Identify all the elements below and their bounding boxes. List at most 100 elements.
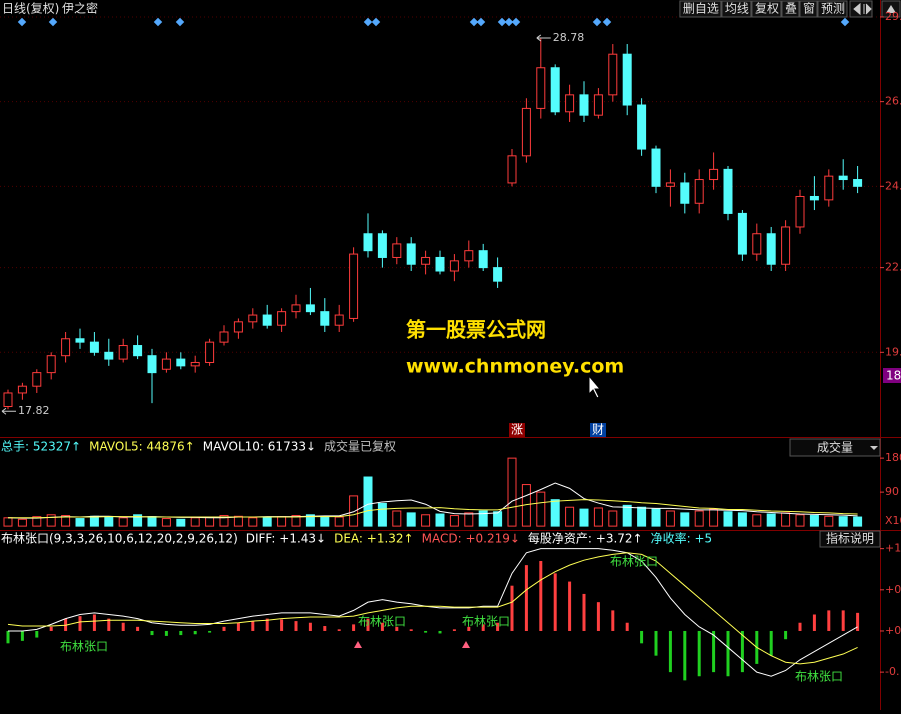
signal-diamond	[363, 17, 373, 27]
volume-bar	[320, 515, 330, 527]
unit-label: X10	[885, 514, 901, 527]
annotation: 布林张口	[462, 615, 510, 629]
volume-bar	[809, 515, 819, 527]
badge-box	[590, 423, 606, 437]
candle-body	[637, 104, 647, 150]
signal-diamond	[469, 17, 479, 27]
indicator-value: DEA: +1.32↑	[334, 532, 414, 546]
mouse-cursor	[588, 374, 602, 399]
volume-bar	[176, 518, 186, 527]
volume-bar	[133, 514, 143, 527]
volume-bar	[291, 515, 301, 527]
volume-bar	[406, 512, 416, 527]
volume-bar	[536, 491, 546, 527]
volume-bar	[752, 514, 762, 527]
scroll-arrow	[886, 5, 896, 13]
indicator-button-label[interactable]: 指标说明	[826, 531, 874, 546]
volume-bar	[478, 510, 488, 527]
period-title: 日线(复权)	[2, 2, 59, 16]
volume-bar	[737, 512, 747, 527]
candle-body	[781, 226, 791, 265]
signal-diamond	[497, 17, 507, 27]
candle-body	[507, 155, 517, 184]
volume-bar	[104, 516, 114, 527]
volume-bar	[637, 506, 647, 527]
volume-bar	[766, 513, 776, 527]
signal-diamond	[371, 17, 381, 27]
toolbar-button[interactable]	[721, 0, 752, 18]
indicator-line	[8, 499, 858, 519]
volume-bar	[680, 512, 690, 527]
volume-bar	[579, 508, 589, 527]
candle-body	[262, 314, 272, 326]
candle-body	[363, 233, 373, 252]
toolbar-button[interactable]	[781, 0, 800, 18]
candle-body	[46, 355, 56, 374]
candle-body	[766, 233, 776, 265]
candle-body	[320, 311, 330, 326]
annotation: 布林张口	[358, 615, 406, 629]
signal-diamond	[476, 17, 486, 27]
candle-body	[608, 53, 618, 96]
toolbar-button[interactable]	[817, 0, 848, 18]
volume-bar	[46, 514, 56, 527]
y-tick-label: +0.	[885, 624, 901, 637]
candle-body	[464, 250, 474, 262]
volume-bar	[824, 515, 834, 527]
volume-bar	[32, 516, 42, 527]
toolbar-label[interactable]: 均线	[725, 2, 749, 16]
y-tick-label: 24.	[885, 179, 901, 192]
signal-diamond	[17, 17, 27, 27]
candle-body	[795, 195, 805, 228]
candle-body	[190, 361, 200, 367]
volume-bar	[795, 514, 805, 527]
candle-body	[133, 345, 143, 357]
toolbar-label[interactable]: 窗	[803, 2, 815, 16]
y-tick-label: 29.	[885, 10, 901, 23]
badge: 涨	[511, 422, 523, 437]
volume-bar	[205, 516, 215, 527]
volume-bar	[118, 517, 128, 527]
candle-body	[737, 212, 747, 255]
volume-bar	[665, 510, 675, 527]
volume-selector[interactable]	[789, 438, 881, 457]
toolbar-label[interactable]: 预测	[821, 2, 845, 16]
volume-selector-label[interactable]: 成交量	[817, 440, 853, 455]
extreme-label: 17.82	[18, 404, 50, 417]
toolbar-button[interactable]	[679, 0, 722, 18]
cursor-price-box	[883, 368, 901, 383]
volume-bar	[853, 516, 863, 527]
indicator-button[interactable]	[819, 530, 881, 548]
volume-bar	[651, 508, 661, 527]
indicator-value: 每股净资产: +3.72↑	[528, 531, 643, 546]
volume-bar	[694, 510, 704, 527]
candle-body	[89, 341, 99, 353]
candle-body	[219, 331, 229, 343]
candle-body	[550, 67, 560, 113]
volume-bar	[248, 517, 258, 527]
volume-bar	[75, 518, 85, 527]
annotation: 布林张口	[60, 640, 108, 654]
candle-body	[723, 168, 733, 214]
volume-bar	[377, 502, 387, 527]
indicator-line	[7, 552, 858, 665]
volume-bar	[838, 516, 848, 527]
indicator-line	[8, 548, 858, 677]
volume-bar	[334, 516, 344, 527]
watermark: www.chnmoney.com	[406, 356, 624, 378]
volume-bar	[781, 512, 791, 527]
volume-bar	[435, 513, 445, 527]
candle-body	[392, 243, 402, 258]
watermark: 第一股票公式网	[406, 318, 546, 342]
toolbar-label[interactable]: 删自选	[683, 2, 719, 16]
volume-bar	[608, 510, 618, 527]
toolbar-label[interactable]: 叠	[785, 2, 797, 16]
candle-body	[147, 355, 157, 374]
candle-body	[622, 53, 632, 106]
candle-body	[579, 94, 589, 116]
candle-body	[377, 233, 387, 258]
toolbar-label[interactable]: 复权	[755, 2, 779, 16]
toolbar-button[interactable]	[751, 0, 782, 18]
toolbar-button[interactable]	[799, 0, 818, 18]
